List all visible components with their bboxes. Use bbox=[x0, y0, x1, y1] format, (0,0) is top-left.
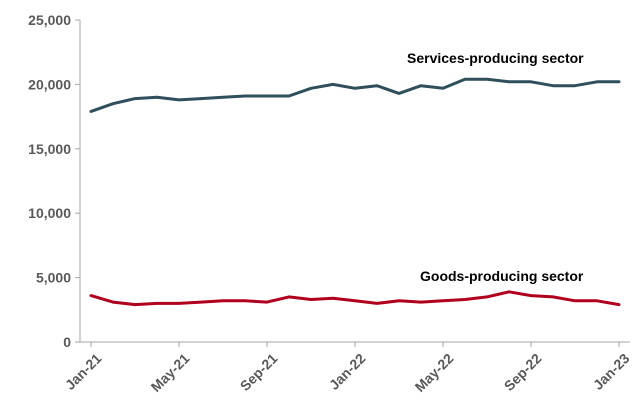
x-tick-label: Jan-22 bbox=[326, 350, 369, 393]
x-axis: Jan-21 May-21 Sep-21 Jan-22 May-22 Sep-22 Jan-… bbox=[62, 341, 633, 395]
series-label-goods: Goods-producing sector bbox=[420, 268, 584, 284]
y-tick-label: 20,000 bbox=[28, 76, 71, 92]
x-tick-label: Jan-21 bbox=[62, 350, 105, 393]
x-tick-label: May-22 bbox=[412, 350, 457, 395]
series-line-services bbox=[89, 77, 621, 113]
y-tick-label: 10,000 bbox=[28, 205, 71, 221]
y-axis: 0 5,000 10,000 15,000 20,000 25,000 bbox=[28, 12, 81, 350]
y-tick-label: 0 bbox=[63, 334, 71, 350]
x-tick-label: May-21 bbox=[148, 350, 193, 395]
x-tick-label: Jan-23 bbox=[590, 350, 633, 393]
x-tick-label: Sep-22 bbox=[501, 350, 545, 394]
y-tick-label: 25,000 bbox=[28, 12, 71, 28]
series-layer bbox=[89, 77, 621, 307]
series-label-services: Services-producing sector bbox=[407, 50, 584, 66]
series-line-goods bbox=[89, 290, 621, 307]
y-tick-label: 15,000 bbox=[28, 141, 71, 157]
y-tick-label: 5,000 bbox=[36, 270, 71, 286]
x-tick-label: Sep-21 bbox=[237, 350, 281, 394]
